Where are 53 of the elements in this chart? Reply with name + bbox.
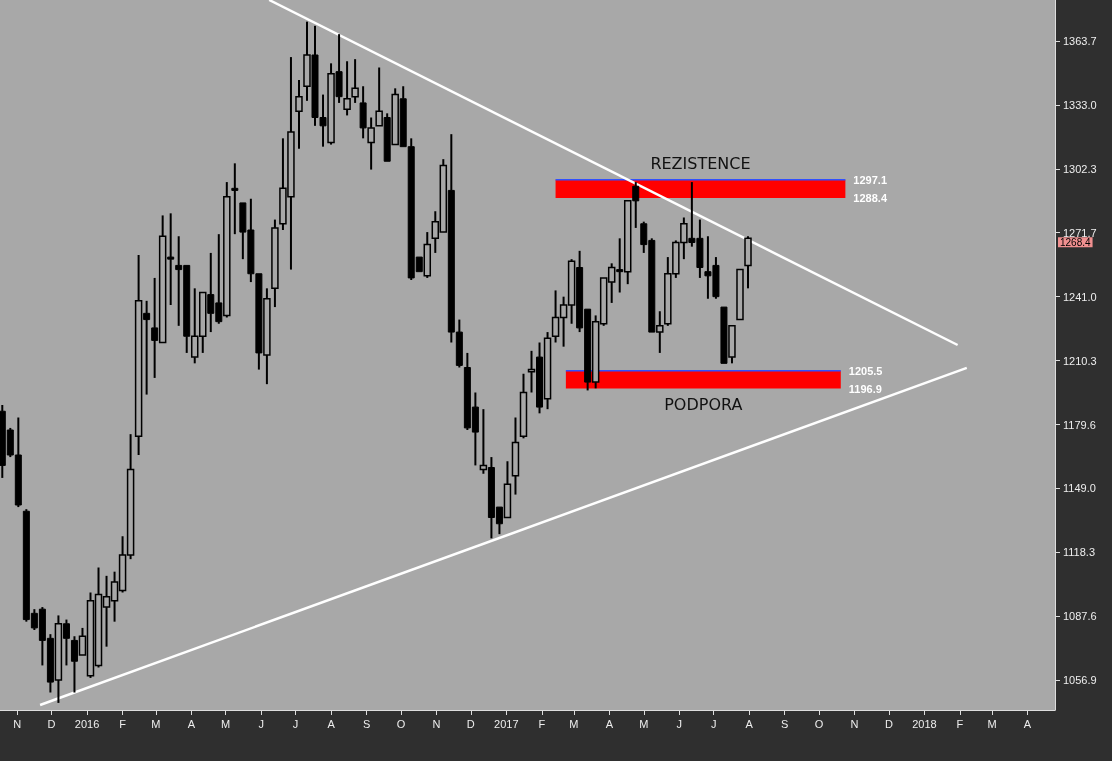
- y-tick-label: 1179.6: [1063, 418, 1096, 431]
- series-label: PODPORA: [664, 395, 743, 415]
- candlestick: [511, 416, 520, 496]
- x-tick-label: 2017: [494, 717, 519, 730]
- y-tick-label: 1118.3: [1063, 546, 1096, 559]
- y-tick-label: 1056.9: [1063, 674, 1097, 687]
- x-tick-label: N: [850, 717, 859, 730]
- x-tick-label: O: [396, 717, 406, 730]
- candlestick: [351, 58, 359, 104]
- x-tick-label: J: [258, 717, 264, 730]
- candlestick: [231, 162, 239, 236]
- x-tick-label: D: [884, 717, 893, 730]
- x-tick-label: A: [1023, 717, 1032, 730]
- x-tick-label: D: [47, 717, 56, 730]
- x-tick-label: 2016: [74, 717, 100, 730]
- x-tick-label: 2018: [912, 717, 937, 730]
- y-tick-label: 1271.7: [1063, 226, 1097, 239]
- y-tick-label: 1087.6: [1063, 610, 1097, 623]
- x-tick-label: M: [569, 717, 579, 730]
- x-tick-label: J: [676, 717, 683, 730]
- x-tick-label: F: [956, 717, 964, 730]
- x-tick-label: M: [151, 717, 161, 730]
- x-tick-label: S: [780, 717, 789, 730]
- candlestick: [744, 235, 752, 290]
- annotation: 1297.1: [853, 173, 888, 186]
- x-tick-label: N: [13, 717, 22, 730]
- x-tick-label: J: [292, 717, 299, 730]
- x-tick-label: A: [187, 717, 196, 730]
- x-tick-label: F: [538, 717, 546, 730]
- x-tick-label: M: [221, 717, 231, 730]
- x-tick-label: J: [710, 717, 717, 730]
- x-tick-label: N: [432, 717, 441, 730]
- y-tick-label: 1333.0: [1063, 99, 1097, 111]
- annotation: 1288.4: [853, 191, 888, 204]
- text: 1268.4: [1060, 236, 1092, 248]
- x-tick-label: D: [466, 717, 475, 730]
- annotation: 1205.5: [848, 364, 883, 377]
- x-tick-label: A: [605, 717, 614, 730]
- y-tick-label: 1363.7: [1063, 35, 1097, 48]
- x-tick-label: A: [327, 717, 336, 730]
- x-tick-label: A: [745, 717, 754, 730]
- y-tick-label: 1241.0: [1063, 290, 1097, 303]
- y-tick-label: 1302.3: [1063, 162, 1097, 175]
- x-tick-label: O: [814, 717, 824, 730]
- y-tick-label: 1149.0: [1063, 482, 1096, 495]
- annotation: 1196.9: [848, 382, 882, 395]
- x-tick-label: M: [639, 717, 649, 730]
- y-tick-label: 1210.3: [1063, 354, 1097, 367]
- x-tick-label: F: [119, 717, 127, 730]
- x-tick-label: S: [362, 717, 371, 730]
- candlestick: [295, 79, 303, 150]
- x-tick-label: M: [987, 717, 997, 730]
- series-label: REZISTENCE: [650, 154, 751, 174]
